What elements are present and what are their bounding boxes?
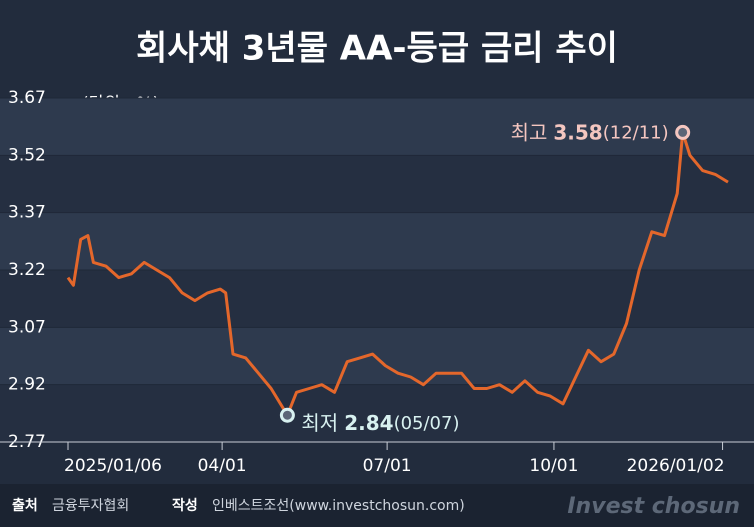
grid-band xyxy=(0,98,754,156)
annotation: 최저 2.84(05/07) xyxy=(301,411,459,435)
footer-bar xyxy=(0,484,754,527)
x-tick-label: 2025/01/06 xyxy=(64,456,162,476)
y-tick-label: 3.67 xyxy=(8,88,46,108)
x-tick-label: 04/01 xyxy=(198,456,247,476)
annotation-label: 최고 xyxy=(511,120,548,144)
y-tick-label: 3.52 xyxy=(8,145,46,165)
grid-band xyxy=(0,327,754,385)
annotation-date: (12/11) xyxy=(603,122,669,143)
grid-band xyxy=(0,155,754,213)
author-label: 작성 xyxy=(172,497,198,514)
x-tick-label: 10/01 xyxy=(529,456,578,476)
annotation-date: (05/07) xyxy=(394,413,460,434)
annotation-label: 최저 xyxy=(301,411,338,435)
x-tick-label: 07/01 xyxy=(363,456,412,476)
annotation-value: 3.58 xyxy=(553,120,602,144)
y-tick-label: 2.92 xyxy=(8,375,46,395)
source: 금융투자협회 xyxy=(52,498,129,514)
series-line xyxy=(66,130,729,417)
grid-band xyxy=(0,270,754,328)
annotation-marker xyxy=(279,407,295,423)
author: 인베스트조선(www.investchosun.com) xyxy=(212,498,465,514)
chart-title: 회사채 3년물 AA-등급 금리 추이 xyxy=(136,29,618,69)
x-tick-label: 2026/01/02 xyxy=(627,456,725,476)
annotation: 최고 3.58(12/11) xyxy=(511,120,669,144)
annotation-marker xyxy=(675,124,691,140)
grid-band xyxy=(0,384,754,442)
brand: Invest chosun xyxy=(567,494,740,519)
grid-band xyxy=(0,212,754,270)
y-tick-label: 3.22 xyxy=(8,260,46,280)
source-label: 출처 xyxy=(12,497,38,514)
annotation-value: 2.84 xyxy=(344,411,393,435)
y-tick-label: 3.37 xyxy=(8,203,46,223)
y-tick-label: 3.07 xyxy=(8,317,46,337)
